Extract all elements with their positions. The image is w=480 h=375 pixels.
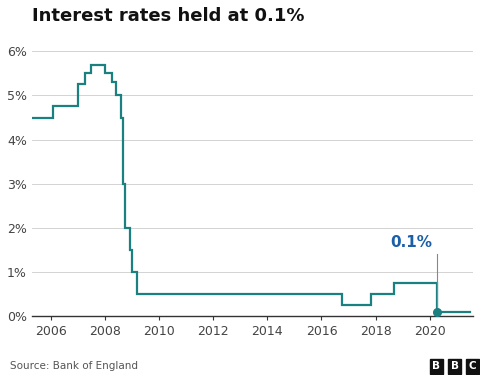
Text: Source: Bank of England: Source: Bank of England xyxy=(10,361,138,371)
Text: B: B xyxy=(451,361,458,371)
Text: Interest rates held at 0.1%: Interest rates held at 0.1% xyxy=(32,7,304,25)
Text: B: B xyxy=(432,361,440,371)
Text: C: C xyxy=(469,361,477,371)
Text: 0.1%: 0.1% xyxy=(390,235,432,250)
